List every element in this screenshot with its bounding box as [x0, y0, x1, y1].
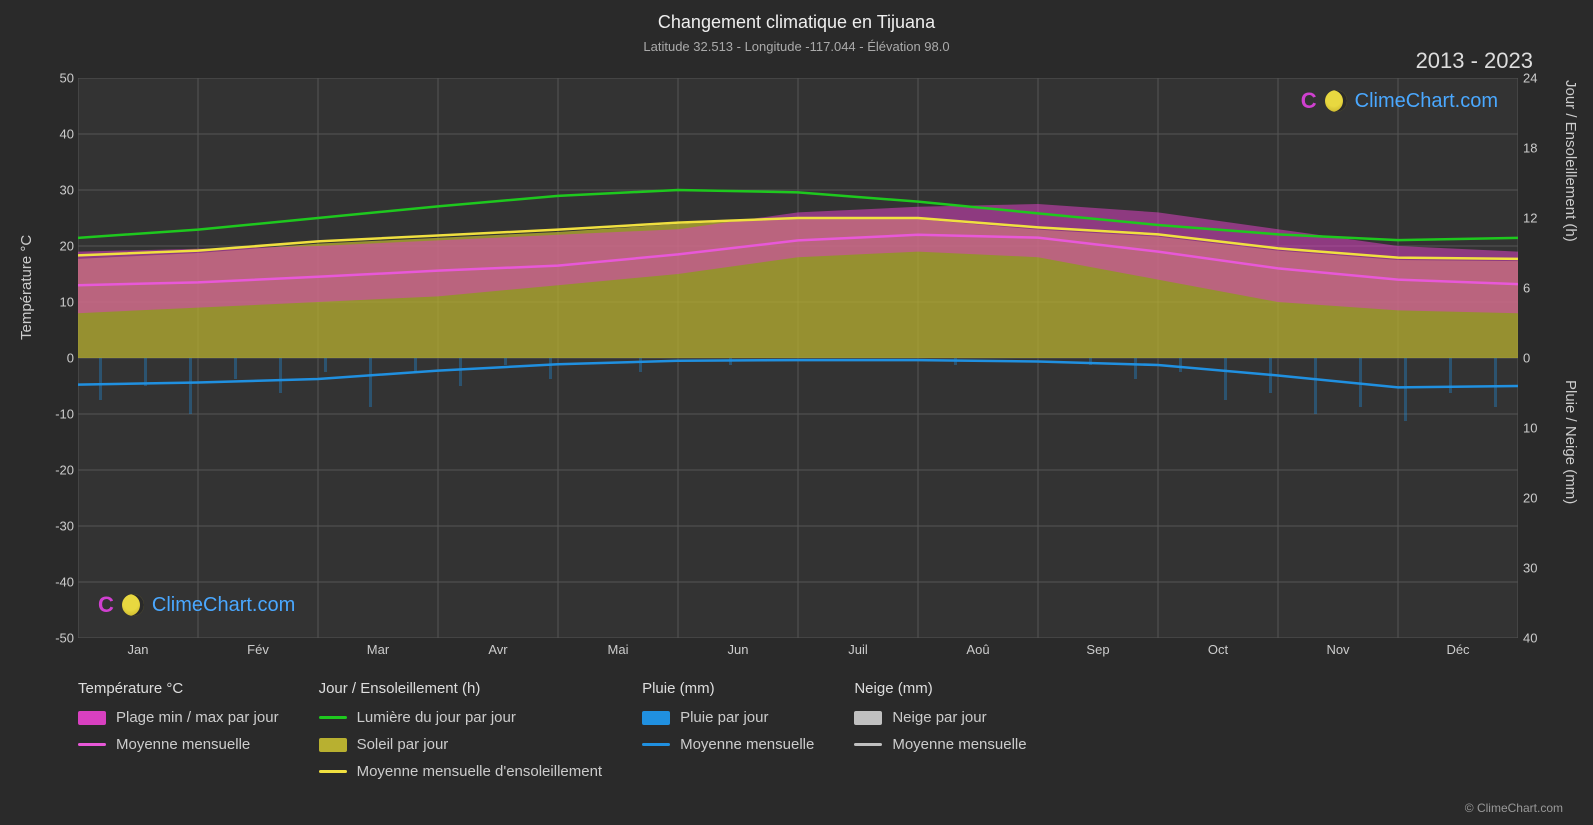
- legend-item: Pluie par jour: [642, 709, 814, 726]
- ytick-right: 0: [1523, 351, 1549, 366]
- legend-column: Température °C Plage min / max par jour Mo…: [78, 680, 279, 780]
- watermark-bottom: C ClimeChart.com: [98, 592, 295, 618]
- legend-swatch: [854, 711, 882, 725]
- legend-column: Jour / Ensoleillement (h) Lumière du jour…: [319, 680, 603, 780]
- xtick-month: Avr: [488, 642, 507, 657]
- legend-label: Lumière du jour par jour: [357, 709, 516, 726]
- ytick-left: -30: [48, 519, 74, 534]
- legend-item: Soleil par jour: [319, 736, 603, 753]
- logo-c-icon: C: [1301, 88, 1317, 114]
- xtick-month: Fév: [247, 642, 269, 657]
- legend-swatch: [319, 716, 347, 719]
- ytick-left: -10: [48, 407, 74, 422]
- legend-item: Neige par jour: [854, 709, 1026, 726]
- legend-label: Moyenne mensuelle: [892, 736, 1026, 753]
- ytick-left: -40: [48, 575, 74, 590]
- chart-subtitle: Latitude 32.513 - Longitude -117.044 - É…: [0, 33, 1593, 54]
- ytick-left: 0: [48, 351, 74, 366]
- chart-title: Changement climatique en Tijuana: [0, 0, 1593, 33]
- ytick-right: 40: [1523, 631, 1549, 646]
- ytick-left: 50: [48, 71, 74, 86]
- legend-item: Moyenne mensuelle d'ensoleillement: [319, 763, 603, 780]
- legend-swatch: [854, 743, 882, 746]
- xtick-month: Oct: [1208, 642, 1228, 657]
- legend-swatch: [642, 711, 670, 725]
- legend-label: Moyenne mensuelle: [116, 736, 250, 753]
- ytick-right: 12: [1523, 211, 1549, 226]
- xtick-month: Nov: [1326, 642, 1349, 657]
- legend-swatch: [319, 738, 347, 752]
- ytick-left: -50: [48, 631, 74, 646]
- ytick-left: 30: [48, 183, 74, 198]
- legend-label: Soleil par jour: [357, 736, 449, 753]
- legend-head: Neige (mm): [854, 680, 1026, 697]
- xtick-month: Aoû: [966, 642, 989, 657]
- xtick-month: Jan: [128, 642, 149, 657]
- xtick-month: Sep: [1086, 642, 1109, 657]
- legend-item: Moyenne mensuelle: [642, 736, 814, 753]
- ytick-left: -20: [48, 463, 74, 478]
- y-axis-right-top-label: Jour / Ensoleillement (h): [1562, 80, 1579, 242]
- ytick-left: 20: [48, 239, 74, 254]
- ytick-right: 6: [1523, 281, 1549, 296]
- legend-label: Plage min / max par jour: [116, 709, 279, 726]
- legend-item: Plage min / max par jour: [78, 709, 279, 726]
- ytick-right: 30: [1523, 561, 1549, 576]
- legend-item: Moyenne mensuelle: [78, 736, 279, 753]
- logo-sun-icon: [1325, 90, 1347, 112]
- legend-head: Jour / Ensoleillement (h): [319, 680, 603, 697]
- legend-label: Pluie par jour: [680, 709, 768, 726]
- legend-head: Température °C: [78, 680, 279, 697]
- plot-svg: [78, 78, 1518, 638]
- ytick-right: 10: [1523, 421, 1549, 436]
- logo-c-icon: C: [98, 592, 114, 618]
- copyright: © ClimeChart.com: [1465, 801, 1563, 815]
- ytick-left: 10: [48, 295, 74, 310]
- legend-label: Moyenne mensuelle: [680, 736, 814, 753]
- legend-item: Lumière du jour par jour: [319, 709, 603, 726]
- chart-area: C ClimeChart.com C ClimeChart.com: [78, 78, 1518, 638]
- legend: Température °C Plage min / max par jour Mo…: [78, 680, 1518, 780]
- legend-swatch: [642, 743, 670, 746]
- xtick-month: Déc: [1446, 642, 1469, 657]
- brand-text: ClimeChart.com: [1355, 90, 1498, 113]
- xtick-month: Juil: [848, 642, 868, 657]
- ytick-right: 18: [1523, 141, 1549, 156]
- logo-sun-icon: [122, 594, 144, 616]
- y-axis-right-bottom-label: Pluie / Neige (mm): [1562, 380, 1579, 504]
- legend-column: Neige (mm) Neige par jour Moyenne mensuell…: [854, 680, 1026, 780]
- xtick-month: Mai: [608, 642, 629, 657]
- legend-column: Pluie (mm) Pluie par jour Moyenne mensuell…: [642, 680, 814, 780]
- year-range: 2013 - 2023: [1416, 48, 1533, 74]
- legend-head: Pluie (mm): [642, 680, 814, 697]
- watermark-top: C ClimeChart.com: [1301, 88, 1498, 114]
- legend-label: Moyenne mensuelle d'ensoleillement: [357, 763, 603, 780]
- legend-label: Neige par jour: [892, 709, 986, 726]
- xtick-month: Jun: [728, 642, 749, 657]
- legend-swatch: [78, 711, 106, 725]
- legend-swatch: [319, 770, 347, 773]
- xtick-month: Mar: [367, 642, 389, 657]
- legend-item: Moyenne mensuelle: [854, 736, 1026, 753]
- y-axis-left-label: Température °C: [18, 235, 35, 340]
- ytick-right: 20: [1523, 491, 1549, 506]
- brand-text: ClimeChart.com: [152, 594, 295, 617]
- legend-swatch: [78, 743, 106, 746]
- ytick-right: 24: [1523, 71, 1549, 86]
- ytick-left: 40: [48, 127, 74, 142]
